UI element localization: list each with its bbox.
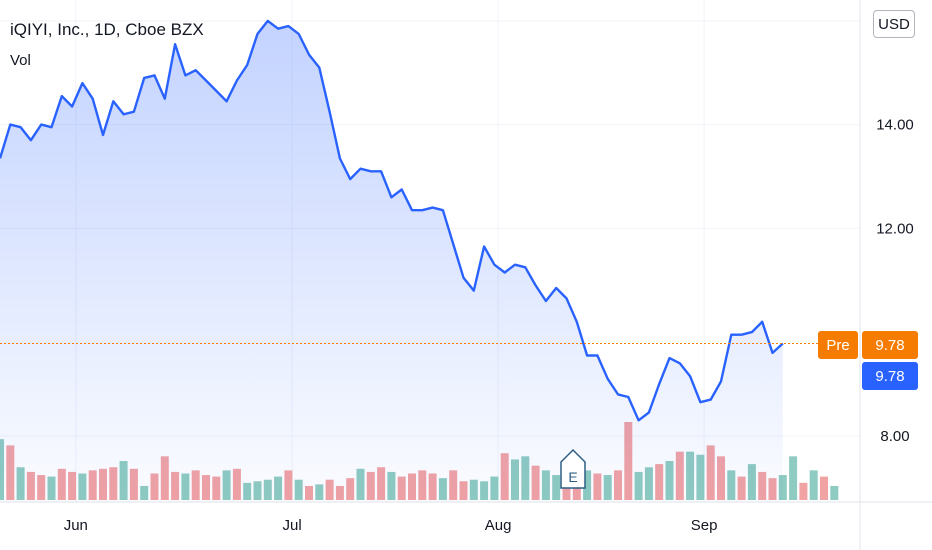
volume-bar	[830, 485, 839, 500]
last-price-tag: 9.78	[862, 362, 918, 390]
volume-bar	[799, 482, 808, 500]
pre-market-label: Pre	[818, 331, 858, 359]
pre-market-price-tag: 9.78	[862, 331, 918, 359]
price-line	[0, 19, 784, 422]
y-tick-label: 14.00	[876, 117, 914, 134]
y-tick-label: 12.00	[876, 220, 914, 237]
x-tick-label: Jul	[283, 517, 302, 534]
x-tick-label: Aug	[485, 517, 512, 534]
price-area	[0, 20, 783, 503]
volume-label: Vol	[10, 52, 31, 69]
currency-button[interactable]: USD	[873, 10, 915, 38]
earnings-marker-label: E	[568, 469, 577, 485]
x-tick-label: Jun	[64, 517, 88, 534]
volume-bar	[809, 470, 818, 500]
volume-bar	[820, 476, 828, 500]
x-tick-label: Sep	[691, 517, 718, 534]
earnings-marker[interactable]	[560, 448, 586, 489]
volume-bar	[789, 456, 798, 500]
chart-title: iQIYI, Inc., 1D, Cboe BZX	[10, 20, 204, 39]
y-tick-label: 8.00	[880, 428, 909, 445]
